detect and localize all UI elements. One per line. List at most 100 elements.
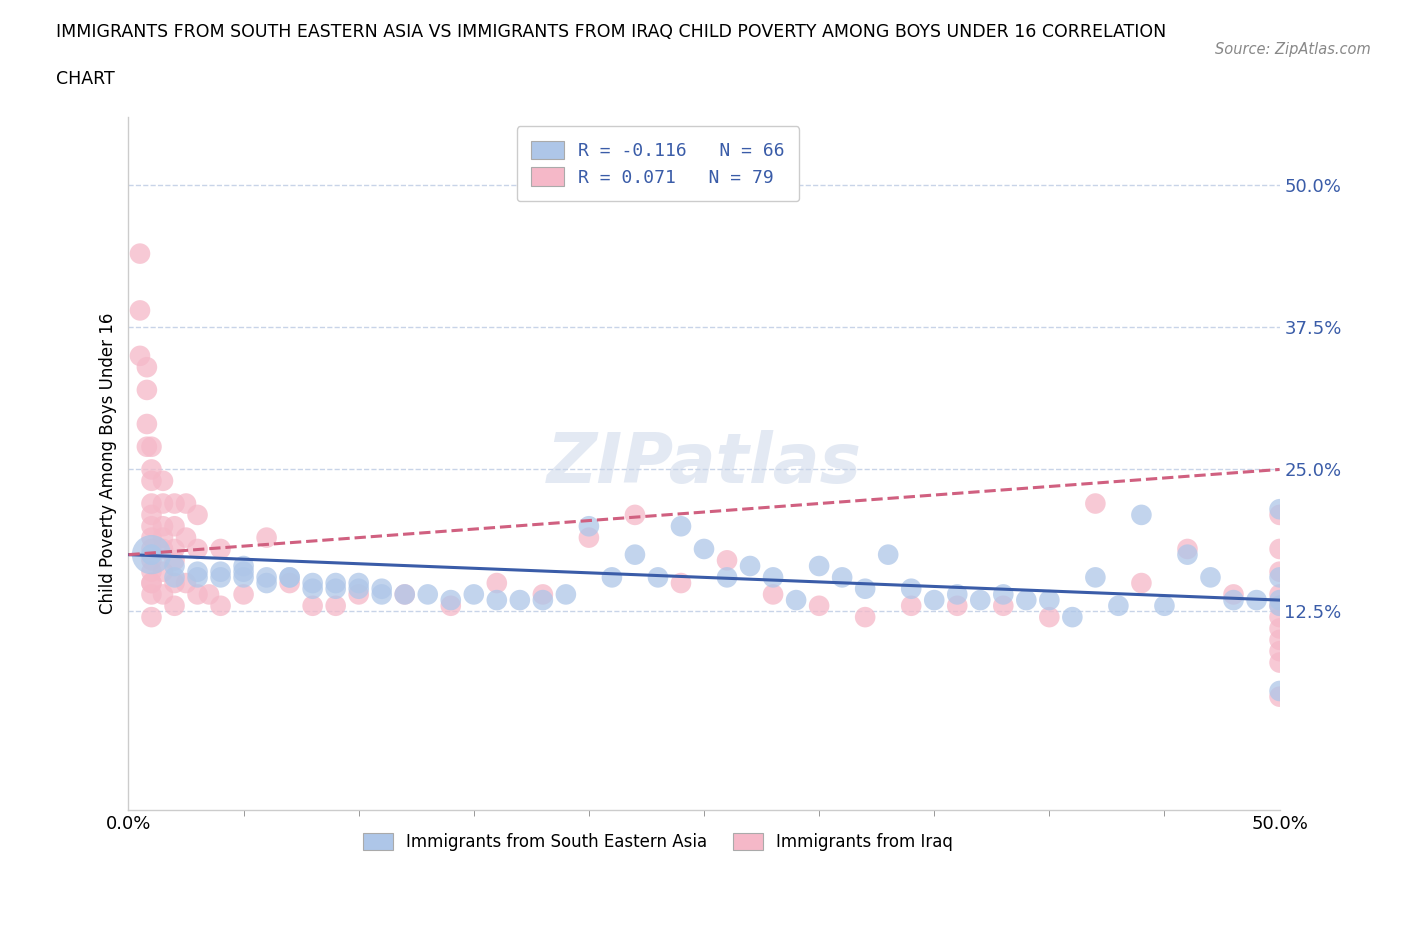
Point: [1268, 565, 1291, 579]
Point: [141, 439, 163, 454]
Point: [186, 508, 208, 523]
Point: [394, 587, 416, 602]
Point: [1015, 592, 1038, 607]
Point: [808, 559, 831, 574]
Point: [993, 587, 1015, 602]
Point: [163, 576, 186, 591]
Point: [1062, 610, 1084, 625]
Point: [1268, 644, 1291, 658]
Text: CHART: CHART: [56, 70, 115, 87]
Point: [1084, 570, 1107, 585]
Point: [232, 570, 254, 585]
Point: [785, 592, 807, 607]
Point: [256, 530, 278, 545]
Point: [831, 570, 853, 585]
Point: [1107, 598, 1129, 613]
Point: [141, 553, 163, 568]
Text: Source: ZipAtlas.com: Source: ZipAtlas.com: [1215, 42, 1371, 57]
Point: [141, 587, 163, 602]
Point: [347, 581, 370, 596]
Text: ZIPatlas: ZIPatlas: [547, 431, 862, 498]
Point: [370, 581, 392, 596]
Point: [1268, 610, 1291, 625]
Point: [1130, 576, 1153, 591]
Point: [152, 565, 174, 579]
Point: [232, 587, 254, 602]
Point: [152, 530, 174, 545]
Point: [129, 246, 152, 261]
Point: [416, 587, 439, 602]
Point: [347, 587, 370, 602]
Point: [531, 587, 554, 602]
Point: [647, 570, 669, 585]
Point: [762, 570, 785, 585]
Point: [325, 581, 347, 596]
Point: [163, 559, 186, 574]
Point: [186, 541, 208, 556]
Point: [163, 519, 186, 534]
Point: [669, 576, 692, 591]
Point: [174, 576, 197, 591]
Point: [278, 570, 301, 585]
Point: [129, 349, 152, 364]
Point: [485, 592, 508, 607]
Point: [152, 496, 174, 511]
Point: [152, 587, 174, 602]
Point: [129, 303, 152, 318]
Point: [716, 570, 738, 585]
Point: [922, 592, 945, 607]
Point: [624, 508, 647, 523]
Point: [141, 541, 163, 556]
Point: [278, 570, 301, 585]
Point: [900, 598, 922, 613]
Point: [186, 565, 208, 579]
Point: [141, 530, 163, 545]
Point: [163, 598, 186, 613]
Point: [509, 592, 531, 607]
Point: [693, 541, 716, 556]
Point: [141, 519, 163, 534]
Point: [232, 559, 254, 574]
Point: [141, 547, 163, 562]
Point: [141, 576, 163, 591]
Point: [1268, 587, 1291, 602]
Point: [969, 592, 991, 607]
Point: [1268, 598, 1291, 613]
Point: [946, 587, 969, 602]
Point: [347, 576, 370, 591]
Point: [186, 570, 208, 585]
Point: [463, 587, 485, 602]
Point: [141, 508, 163, 523]
Point: [301, 576, 323, 591]
Point: [1268, 655, 1291, 670]
Point: [301, 581, 323, 596]
Point: [152, 519, 174, 534]
Point: [1199, 570, 1222, 585]
Point: [946, 598, 969, 613]
Point: [1268, 598, 1291, 613]
Point: [531, 592, 554, 607]
Point: [1222, 587, 1244, 602]
Point: [440, 598, 463, 613]
Point: [135, 439, 157, 454]
Point: [141, 462, 163, 477]
Point: [1177, 547, 1199, 562]
Point: [370, 587, 392, 602]
Point: [186, 587, 208, 602]
Point: [163, 570, 186, 585]
Point: [1038, 610, 1060, 625]
Point: [877, 547, 900, 562]
Point: [163, 541, 186, 556]
Point: [1268, 689, 1291, 704]
Point: [578, 530, 600, 545]
Point: [152, 541, 174, 556]
Point: [135, 382, 157, 397]
Point: [301, 598, 323, 613]
Point: [141, 547, 163, 562]
Point: [174, 496, 197, 511]
Point: [1268, 684, 1291, 698]
Point: [325, 598, 347, 613]
Point: [278, 576, 301, 591]
Point: [209, 570, 232, 585]
Point: [1268, 541, 1291, 556]
